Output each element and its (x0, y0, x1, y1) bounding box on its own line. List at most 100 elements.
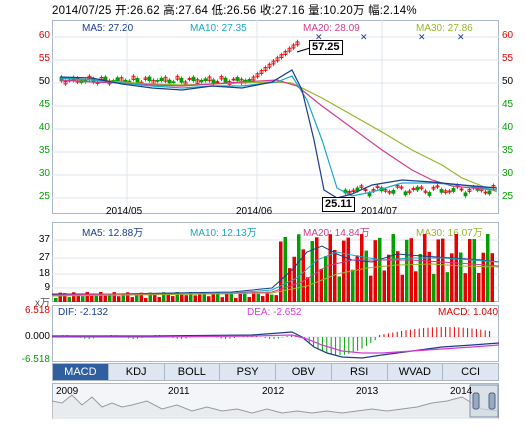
volume-bar (459, 252, 463, 302)
high-price-label: 57.25 (309, 40, 343, 55)
price-chart[interactable]: ✕ ✕ ✕ ✕ (52, 20, 499, 214)
volume-bar (121, 293, 125, 302)
volume-bar (225, 293, 229, 302)
tab-macd[interactable]: MACD (53, 364, 109, 380)
tab-boll[interactable]: BOLL (165, 364, 221, 380)
priceAxisL-tick: 45 (38, 99, 50, 110)
quote-open: 开:26.62 (114, 5, 160, 17)
volume-bar (148, 292, 152, 302)
volume-bar (220, 297, 224, 302)
volume-bar (76, 293, 80, 302)
volume-bar (261, 296, 265, 302)
quote-header: 2014/07/25 开:26.62 高:27.64 低:26.56 收:27.… (52, 2, 417, 18)
macd-dea-label: DEA: -2.652 (247, 307, 302, 318)
volume-bar (94, 295, 98, 302)
quote-volume: 量:10.20万 (308, 5, 365, 17)
priceAxisL-tick: 55 (38, 53, 50, 64)
volume-bar (144, 297, 148, 302)
nav-year-2013: 2013 (356, 386, 379, 397)
event-markers: ✕ ✕ ✕ ✕ (315, 32, 465, 42)
volume-bar (450, 253, 454, 302)
nav-year-2009: 2009 (56, 386, 79, 397)
volume-bar (418, 254, 422, 302)
low-price-label: 25.11 (322, 197, 355, 212)
volume-bar (202, 292, 206, 302)
tab-obv[interactable]: OBV (276, 364, 332, 380)
volume-bar (355, 255, 359, 302)
volume-bar (108, 294, 112, 302)
volume-bar (427, 251, 431, 302)
tab-rsi[interactable]: RSI (332, 364, 388, 380)
priceAxisL-tick: 30 (38, 168, 50, 179)
quote-close: 收:27.16 (259, 5, 305, 17)
volume-bar (310, 241, 314, 302)
nav-year-2014: 2014 (450, 386, 473, 397)
price-ma30-label: MA30: 27.86 (416, 23, 473, 34)
volume-bar (283, 236, 287, 302)
volume-bar (85, 292, 89, 302)
volume-bar (373, 240, 377, 302)
volume-bar (490, 253, 494, 302)
volume-bar (243, 293, 247, 302)
priceAxisR-tick: 60 (502, 30, 514, 41)
priceAxisR-tick: 35 (502, 145, 514, 156)
quote-low: 低:26.56 (211, 5, 257, 17)
svg-text:✕: ✕ (315, 32, 323, 42)
priceAxisL-tick: 35 (38, 145, 50, 156)
volume-chart[interactable] (52, 222, 499, 302)
volume-bar (333, 249, 337, 302)
volume-bar (229, 292, 233, 302)
volume-bar (171, 296, 175, 302)
dif-line (52, 331, 499, 359)
volume-bar (463, 273, 467, 302)
volume-bar (315, 237, 319, 302)
svg-text:✕: ✕ (360, 32, 368, 42)
priceAxisR-tick: 30 (502, 168, 514, 179)
quote-date: 2014/07/25 (52, 5, 112, 17)
volume-bar (382, 270, 386, 302)
volume-bar (189, 292, 193, 302)
high-pointer (296, 47, 311, 53)
volume-bar (409, 238, 413, 302)
volume-bar (445, 272, 449, 302)
ma30-line (59, 77, 498, 193)
navigator-handle-left (472, 392, 480, 410)
tab-psy[interactable]: PSY (220, 364, 276, 380)
volume-bar (270, 294, 274, 302)
indicator-tabs: MACD KDJ BOLL PSY OBV RSI WVAD CCI (52, 363, 499, 381)
vol-ma30-line (52, 263, 499, 297)
navigator-chart[interactable] (52, 383, 499, 419)
scroll-left-button[interactable] (456, 421, 470, 428)
volume-bar (157, 297, 161, 302)
macdAxisL-tick: -6.518 (21, 354, 50, 365)
volume-bar (346, 237, 350, 302)
nav-year-2011: 2011 (168, 386, 190, 397)
price-ma20-label: MA20: 28.09 (303, 23, 360, 34)
volume-bar (130, 297, 134, 302)
volume-bar (135, 293, 139, 302)
volume-bar (238, 292, 242, 302)
ma5-line (59, 69, 498, 199)
volume-bar (54, 298, 58, 302)
volume-bar (360, 234, 364, 302)
tab-kdj[interactable]: KDJ (109, 364, 165, 380)
volume-bar (126, 292, 130, 302)
priceAxisR-tick: 50 (502, 76, 514, 87)
dea-line (52, 334, 499, 354)
volAxisL-tick: 27 (38, 252, 50, 263)
volume-bars (54, 234, 494, 302)
candlesticks (59, 39, 496, 198)
volume-bar (81, 296, 85, 302)
macdAxisL-tick: 6.518 (24, 305, 50, 316)
volume-bar (274, 295, 278, 302)
volume-bar (234, 297, 238, 302)
tab-cci[interactable]: CCI (461, 366, 481, 378)
volume-bar (103, 295, 107, 302)
macd-chart[interactable] (52, 305, 499, 362)
svg-text:✕: ✕ (418, 32, 426, 42)
tab-wvad[interactable]: WVAD (388, 364, 444, 380)
volume-bar (486, 234, 490, 302)
volume-bar (319, 268, 323, 302)
volume-bar (306, 277, 310, 302)
volume-bar (297, 234, 301, 302)
